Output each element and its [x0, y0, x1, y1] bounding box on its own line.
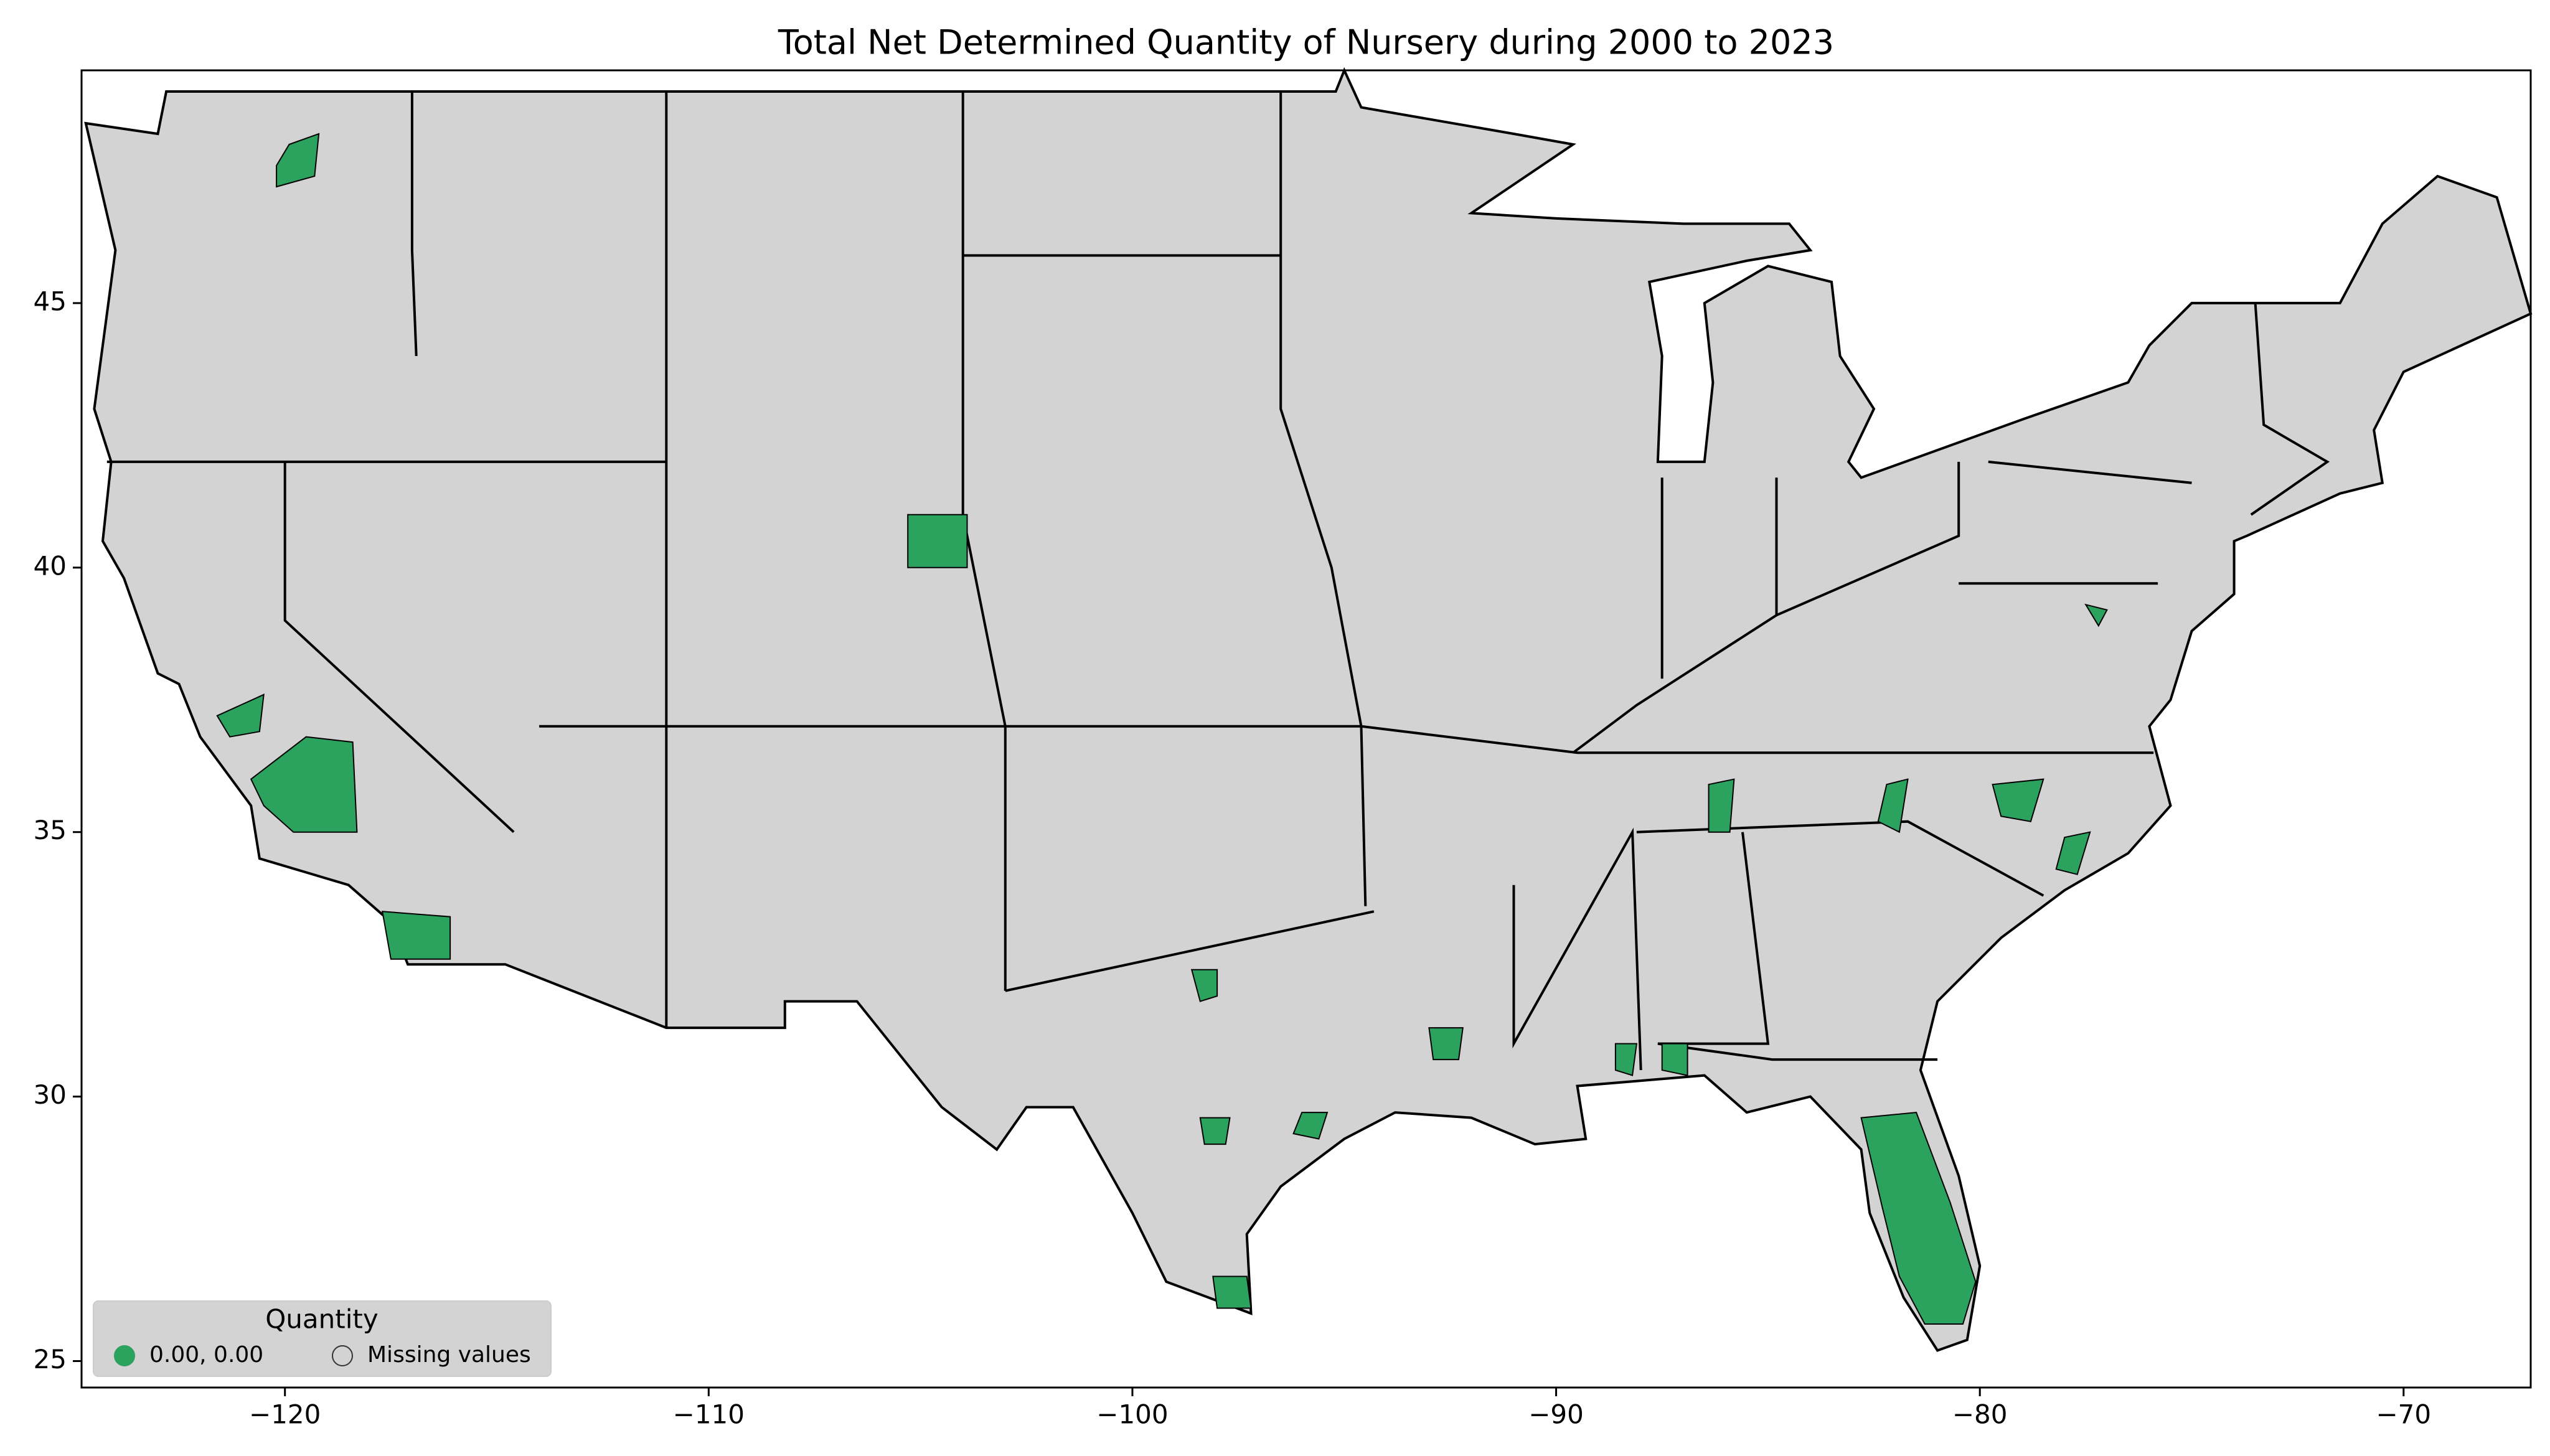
x-tick-label: −100 — [1096, 1399, 1168, 1430]
county-with-data — [1661, 1043, 1688, 1076]
state-border — [961, 92, 1007, 991]
state-border — [2250, 303, 2330, 516]
state-border — [539, 725, 2154, 754]
x-tick-label: −80 — [1952, 1399, 2008, 1430]
state-border — [1988, 460, 2192, 484]
y-tick-label: 40 — [34, 550, 67, 581]
state-border — [1279, 92, 1367, 906]
county-with-data — [276, 133, 320, 188]
x-tick-label: −120 — [249, 1399, 321, 1430]
county-with-data — [1860, 1112, 1977, 1325]
county-with-data — [2084, 603, 2108, 627]
state-border — [283, 461, 515, 834]
county-with-data — [381, 911, 451, 960]
x-tick-label: −70 — [2376, 1399, 2431, 1430]
plot-frame — [80, 69, 2532, 1389]
county-with-data — [2055, 831, 2091, 875]
county-with-data — [1212, 1275, 1252, 1309]
county-with-data — [1708, 778, 1735, 833]
x-tick-label: −110 — [673, 1399, 745, 1430]
y-tick-label: 45 — [34, 286, 67, 316]
county-with-data — [1292, 1112, 1329, 1140]
county-with-data — [907, 514, 968, 568]
legend-label: Missing values — [367, 1342, 531, 1368]
legend-box — [93, 1300, 552, 1377]
y-tick-label: 35 — [34, 815, 67, 845]
county-with-data — [1199, 1117, 1231, 1145]
county-with-data — [1614, 1043, 1638, 1076]
legend-marker — [114, 1345, 135, 1366]
us-counties — [84, 67, 2533, 1352]
county-with-data — [1190, 969, 1218, 1002]
chart-title: Total Net Determined Quantity of Nursery… — [778, 23, 1834, 62]
y-tick-label: 30 — [34, 1079, 67, 1110]
county-with-data — [1877, 778, 1909, 834]
county-with-data — [1992, 778, 2044, 822]
county-with-data — [250, 736, 358, 833]
y-tick-label: 25 — [34, 1344, 67, 1374]
county-with-data — [216, 693, 265, 738]
x-tick-label: −90 — [1528, 1399, 1584, 1430]
state-border — [1657, 832, 1938, 1061]
legend-marker — [332, 1345, 353, 1366]
state-border — [410, 92, 418, 356]
state-border — [1512, 827, 1642, 1071]
legend-label: 0.00, 0.00 — [149, 1342, 263, 1368]
county-with-data — [1428, 1027, 1464, 1061]
state-border — [1005, 910, 1375, 992]
legend-title: Quantity — [265, 1304, 379, 1335]
